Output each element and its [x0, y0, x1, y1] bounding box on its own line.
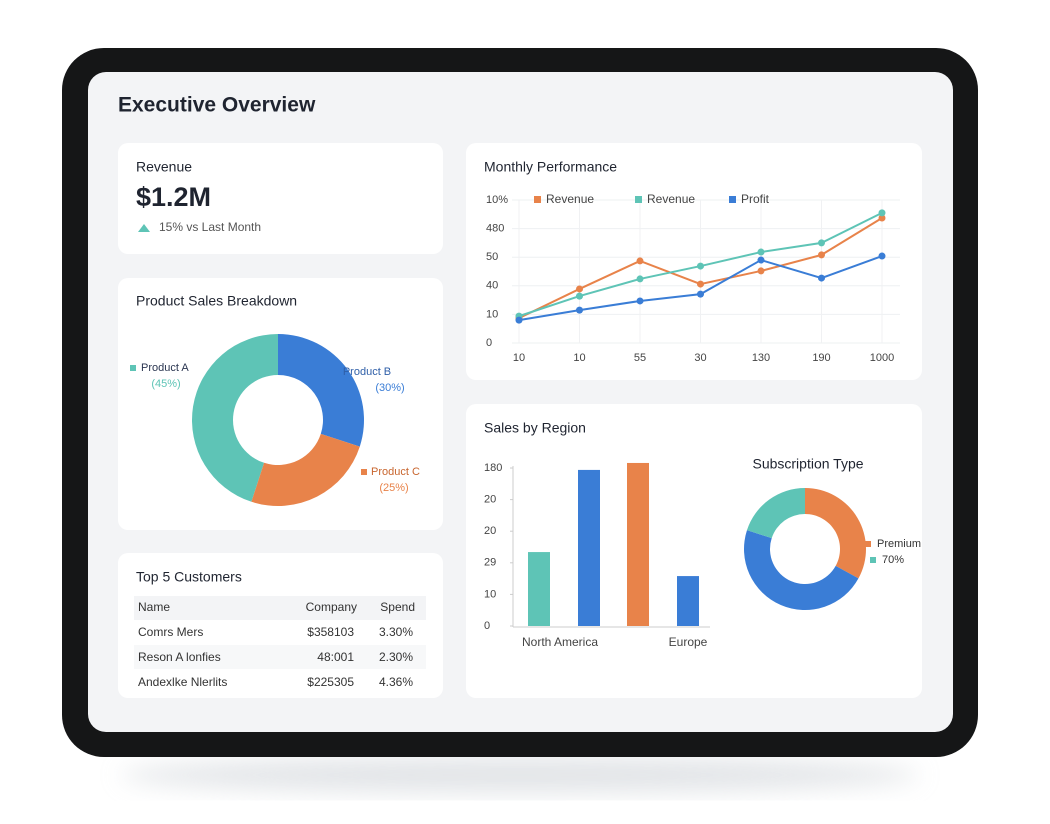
legend-label: Profit: [741, 192, 770, 206]
y-tick-label: 480: [486, 223, 504, 235]
legend-marker: [361, 469, 367, 475]
table-header: [134, 596, 426, 620]
x-tick-label: 55: [634, 352, 646, 364]
td: Andexlke Nlerlits: [138, 675, 227, 689]
kpi-label: Revenue: [136, 159, 192, 175]
td: 48:001: [317, 650, 354, 664]
point: [757, 256, 765, 264]
td: 3.30%: [379, 625, 413, 639]
y-tick-label: 40: [486, 280, 498, 292]
th: Company: [306, 600, 357, 614]
y-tick-label: 20: [484, 525, 496, 537]
y-tick-label: 0: [484, 620, 490, 632]
slice-label: Product A: [141, 362, 189, 374]
page-title: Executive Overview: [118, 94, 316, 117]
x-tick-label: 190: [812, 352, 830, 364]
donut-slice: [278, 334, 364, 447]
point: [576, 285, 583, 293]
x-tick-label: 130: [752, 352, 770, 364]
point: [818, 251, 825, 259]
point: [576, 306, 583, 314]
card-title: Subscription Type: [752, 456, 863, 472]
point: [576, 292, 583, 300]
point: [697, 290, 704, 298]
y-tick-label: 29: [484, 557, 496, 569]
point: [878, 214, 886, 222]
slice-label: Product C: [371, 466, 420, 478]
point: [636, 297, 644, 305]
card-title: Monthly Performance: [484, 159, 617, 175]
kpi-value: $1.2M: [136, 182, 211, 212]
slice-label: Product B: [343, 366, 391, 378]
line-card: [466, 143, 922, 380]
point: [636, 275, 644, 283]
y-tick-label: 10: [486, 308, 498, 320]
bar: [528, 552, 550, 626]
legend-marker: [635, 196, 642, 203]
y-tick-label: 20: [484, 494, 496, 506]
legend-marker: [130, 365, 136, 371]
x-tick-label: 10: [573, 352, 585, 364]
x-tick-label: Europe: [669, 635, 708, 649]
td: $358103: [307, 625, 354, 639]
point: [878, 209, 886, 217]
y-tick-label: 10: [484, 588, 496, 600]
td: Reson A lonfies: [138, 650, 221, 664]
point: [697, 262, 704, 270]
card-title: Top 5 Customers: [136, 569, 242, 585]
donut-slice: [805, 488, 866, 579]
donut-slice: [251, 433, 360, 506]
legend-marker: [729, 196, 736, 203]
table-row-bg: [134, 645, 426, 669]
legend-marker: [870, 557, 876, 563]
kpi-card: [118, 143, 443, 254]
legend-label: Revenue: [546, 192, 594, 206]
bar: [578, 469, 600, 626]
point: [878, 252, 886, 260]
point: [818, 274, 825, 282]
bar: [677, 576, 699, 626]
point: [818, 239, 825, 247]
shadow: [120, 757, 920, 793]
y-tick-label: 50: [486, 251, 498, 263]
td: Comrs Mers: [138, 625, 203, 639]
y-tick-label: 180: [484, 462, 502, 474]
product-card: [118, 278, 443, 530]
card-title: Sales by Region: [484, 420, 586, 436]
legend-marker: [865, 541, 871, 547]
th: Name: [138, 600, 170, 614]
td: $225305: [307, 675, 354, 689]
donut-slice: [743, 530, 859, 611]
y-tick-label: 0: [486, 337, 492, 349]
slice-label: 70%: [882, 554, 904, 566]
th: Spend: [380, 600, 415, 614]
y-tick-label: 10%: [486, 194, 508, 206]
point: [757, 267, 765, 275]
up-arrow: [138, 224, 150, 232]
point: [757, 248, 765, 256]
point: [697, 280, 704, 288]
td: 2.30%: [379, 650, 413, 664]
point: [636, 257, 644, 265]
x-tick-label: 10: [513, 352, 525, 364]
td: 4.36%: [379, 675, 413, 689]
bar: [627, 462, 649, 626]
kpi-change: 15% vs Last Month: [159, 220, 261, 234]
card-title: Product Sales Breakdown: [136, 293, 297, 309]
donut-slice: [192, 334, 278, 502]
legend-marker: [534, 196, 541, 203]
slice-label: Premium: [877, 538, 921, 550]
point: [515, 316, 523, 324]
value-label: (45%): [151, 378, 180, 390]
x-tick-label: 1000: [870, 352, 894, 364]
legend-label: Revenue: [647, 192, 695, 206]
value-label: (25%): [379, 482, 408, 494]
x-tick-label: 30: [694, 352, 706, 364]
donut-slice: [746, 488, 805, 539]
x-tick-label: North America: [522, 635, 598, 649]
value-label: (30%): [375, 382, 404, 394]
